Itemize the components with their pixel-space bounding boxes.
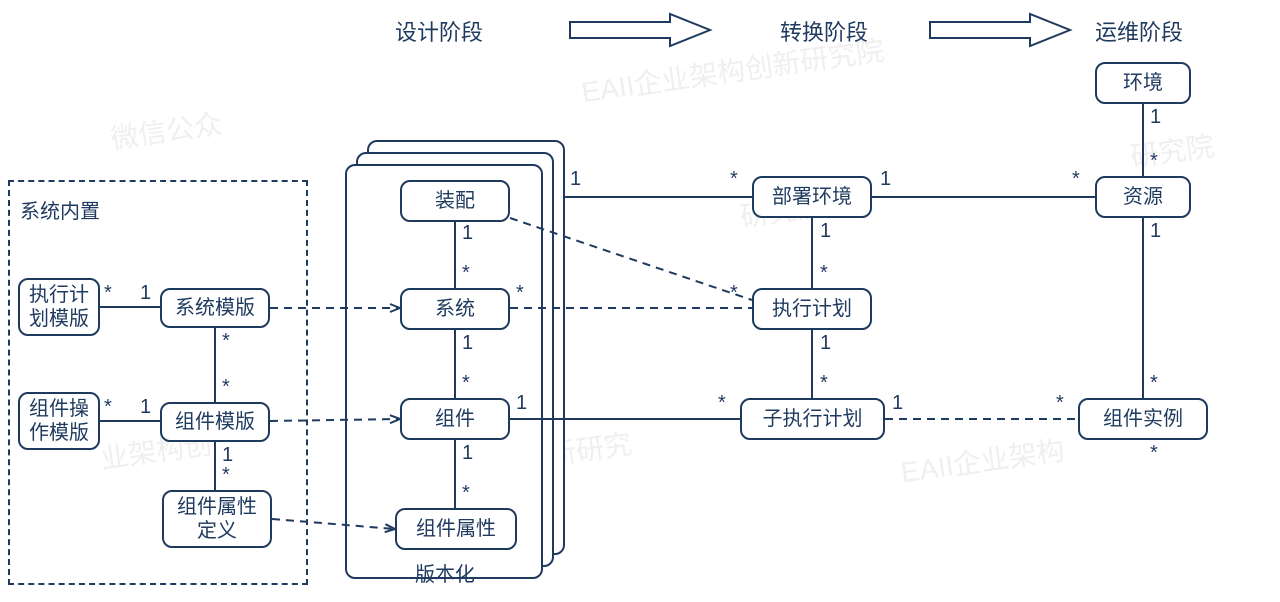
card-many: *	[462, 372, 470, 395]
card-one: 1	[820, 332, 831, 355]
card-one: 1	[462, 442, 473, 465]
card-one: 1	[462, 332, 473, 355]
card-many: *	[1150, 372, 1158, 395]
card-one: 1	[462, 222, 473, 245]
diagram-stage: 微信公众 EAII企业架构创新研究院 eaworld 业架构创 创新研究 EAI…	[0, 0, 1280, 602]
card-many: *	[820, 372, 828, 395]
node-resource: 资源	[1095, 176, 1191, 218]
card-one: 1	[1150, 220, 1161, 243]
node-component-template: 组件模版	[160, 402, 270, 442]
watermark: 微信公众	[108, 102, 224, 157]
node-component-attr-def: 组件属性 定义	[162, 490, 272, 548]
card-one: 1	[820, 220, 831, 243]
node-component-instance: 组件实例	[1078, 398, 1208, 440]
card-many: *	[730, 282, 738, 305]
node-environment: 环境	[1095, 62, 1191, 104]
phase-design-label: 设计阶段	[395, 15, 483, 47]
card-many: *	[462, 262, 470, 285]
versioned-stack-label: 版本化	[415, 558, 475, 587]
node-system: 系统	[400, 288, 510, 330]
node-exec-plan-template: 执行计 划模版	[18, 278, 100, 336]
group-system-builtin-title: 系统内置	[20, 195, 100, 224]
node-component-op-template: 组件操 作模版	[18, 392, 100, 450]
card-many: *	[718, 392, 726, 415]
card-many: *	[1150, 150, 1158, 173]
node-component-attr: 组件属性	[395, 508, 517, 550]
card-one: 1	[140, 282, 151, 305]
card-many: *	[516, 282, 524, 305]
card-many: *	[462, 482, 470, 505]
card-one: 1	[892, 392, 903, 415]
card-many: *	[222, 376, 230, 399]
card-many: *	[222, 330, 230, 353]
card-many: *	[730, 168, 738, 191]
card-many: *	[104, 396, 112, 419]
card-many: *	[222, 464, 230, 487]
node-component: 组件	[400, 398, 510, 440]
card-many: *	[1150, 442, 1158, 465]
node-deploy-env: 部署环境	[752, 176, 872, 218]
phase-transition-label: 转换阶段	[780, 15, 868, 47]
card-many: *	[820, 262, 828, 285]
card-many: *	[1056, 392, 1064, 415]
node-exec-plan: 执行计划	[752, 288, 872, 330]
node-system-template: 系统模版	[160, 288, 270, 328]
card-one: 1	[570, 168, 581, 191]
phase-ops-label: 运维阶段	[1095, 15, 1183, 47]
card-one: 1	[1150, 106, 1161, 129]
watermark: EAII企业架构	[898, 429, 1067, 492]
watermark: 研究院	[1128, 124, 1217, 175]
card-many: *	[104, 282, 112, 305]
card-one: 1	[140, 396, 151, 419]
node-assembly: 装配	[400, 180, 510, 222]
card-one: 1	[880, 168, 891, 191]
card-many: *	[1072, 168, 1080, 191]
node-sub-exec-plan: 子执行计划	[740, 398, 885, 440]
card-one: 1	[516, 392, 527, 415]
